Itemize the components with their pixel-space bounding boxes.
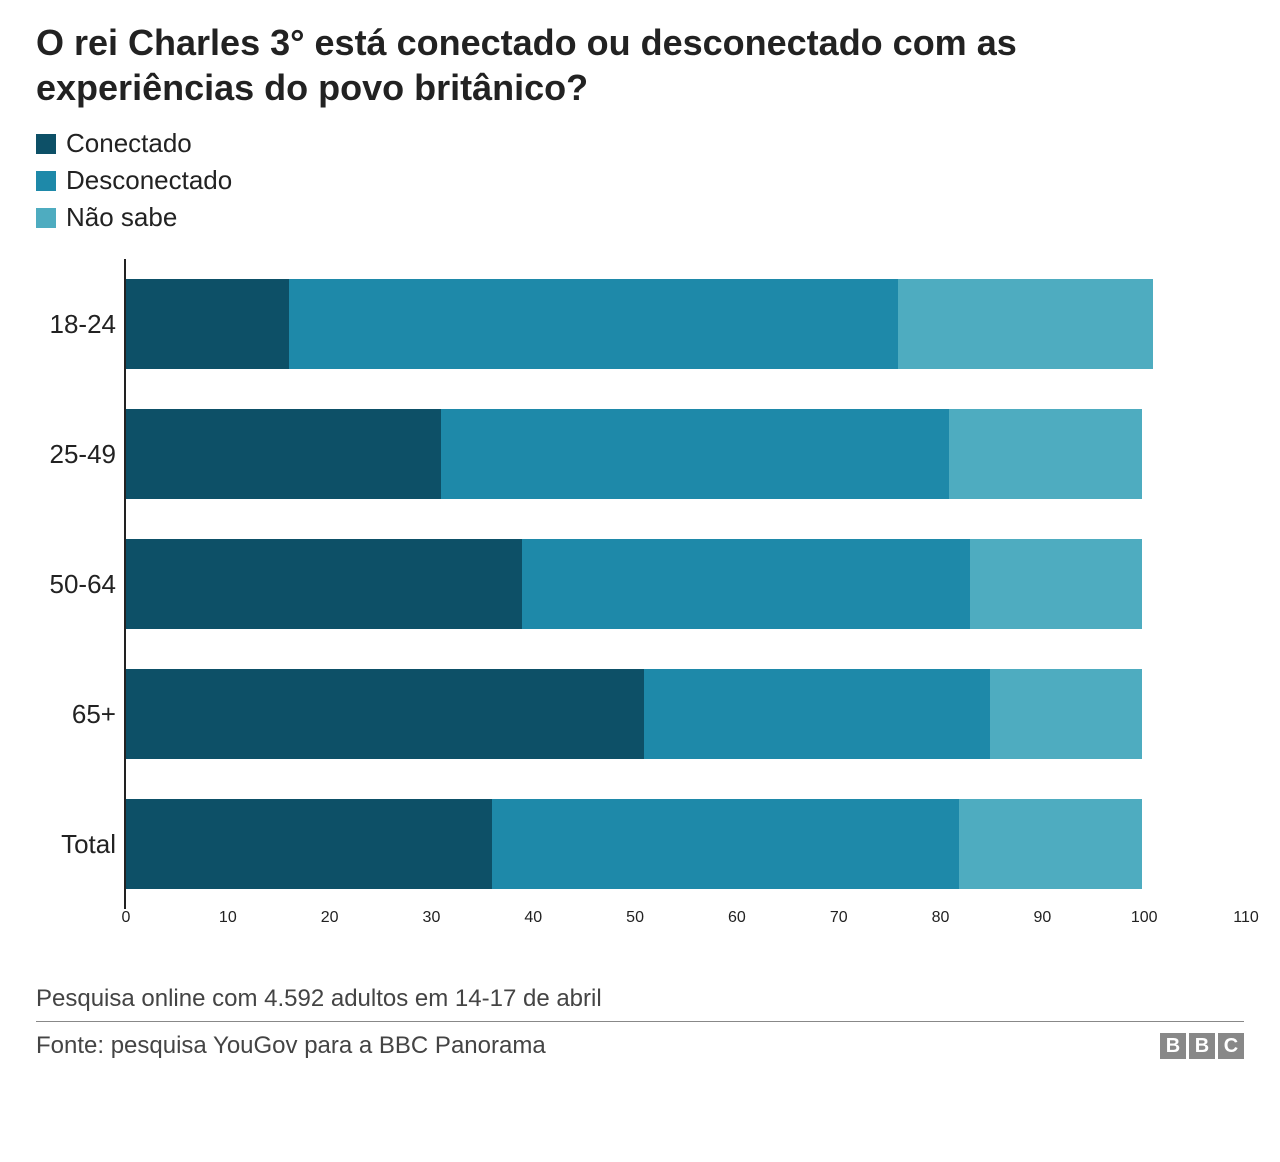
bar-row	[126, 649, 1244, 779]
x-axis-tick: 80	[932, 909, 950, 927]
bar-segment	[126, 799, 492, 889]
x-axis-tick: 110	[1233, 909, 1259, 927]
bar-segment	[644, 669, 990, 759]
plot-area: 18-2425-4950-6465+Total	[36, 259, 1244, 909]
y-axis-label: 25-49	[36, 389, 116, 519]
x-axis-tick: 40	[524, 909, 542, 927]
bbc-logo-block: C	[1218, 1033, 1244, 1059]
bar-segment	[126, 539, 522, 629]
y-axis-label: 18-24	[36, 259, 116, 389]
source-text: Fonte: pesquisa YouGov para a BBC Panora…	[36, 1032, 546, 1060]
legend-item: Desconectado	[36, 165, 1244, 196]
x-axis-tick: 60	[728, 909, 746, 927]
bar-stack	[126, 279, 1244, 369]
x-axis-tick: 90	[1033, 909, 1051, 927]
legend-label: Conectado	[66, 128, 192, 159]
bars-area	[124, 259, 1244, 909]
bar-segment	[441, 409, 949, 499]
legend-item: Não sabe	[36, 202, 1244, 233]
bar-segment	[898, 279, 1152, 369]
x-axis-tick: 100	[1131, 909, 1158, 927]
legend: Conectado Desconectado Não sabe	[36, 128, 1244, 233]
chart-subtitle: Pesquisa online com 4.592 adultos em 14-…	[36, 985, 1244, 1022]
chart-footer: Fonte: pesquisa YouGov para a BBC Panora…	[36, 1032, 1244, 1060]
y-axis-label: 50-64	[36, 519, 116, 649]
x-axis: 0102030405060708090100110	[126, 909, 1244, 949]
bar-segment	[959, 799, 1142, 889]
bar-stack	[126, 409, 1244, 499]
bar-segment	[492, 799, 960, 889]
chart-title: O rei Charles 3° está conectado ou desco…	[36, 20, 1244, 110]
bar-segment	[126, 279, 289, 369]
bbc-logo-block: B	[1189, 1033, 1215, 1059]
bar-stack	[126, 669, 1244, 759]
bar-stack	[126, 799, 1244, 889]
legend-swatch	[36, 134, 56, 154]
x-axis-tick: 50	[626, 909, 644, 927]
x-axis-tick: 70	[830, 909, 848, 927]
x-axis-tick: 30	[423, 909, 441, 927]
bar-segment	[126, 409, 441, 499]
x-axis-tick: 0	[122, 909, 131, 927]
bar-segment	[949, 409, 1142, 499]
legend-item: Conectado	[36, 128, 1244, 159]
legend-swatch	[36, 171, 56, 191]
bbc-logo: BBC	[1160, 1033, 1244, 1059]
bar-segment	[990, 669, 1142, 759]
bbc-logo-block: B	[1160, 1033, 1186, 1059]
bar-row	[126, 389, 1244, 519]
bar-stack	[126, 539, 1244, 629]
y-axis-labels: 18-2425-4950-6465+Total	[36, 259, 124, 909]
legend-label: Desconectado	[66, 165, 232, 196]
x-axis-tick: 10	[219, 909, 237, 927]
chart-container: O rei Charles 3° está conectado ou desco…	[36, 20, 1244, 1060]
bar-segment	[126, 669, 644, 759]
bar-segment	[289, 279, 899, 369]
bar-row	[126, 519, 1244, 649]
bar-segment	[970, 539, 1143, 629]
bar-row	[126, 259, 1244, 389]
x-axis-tick: 20	[321, 909, 339, 927]
y-axis-label: Total	[36, 779, 116, 909]
bar-row	[126, 779, 1244, 909]
legend-label: Não sabe	[66, 202, 177, 233]
legend-swatch	[36, 208, 56, 228]
bar-segment	[522, 539, 969, 629]
y-axis-label: 65+	[36, 649, 116, 779]
